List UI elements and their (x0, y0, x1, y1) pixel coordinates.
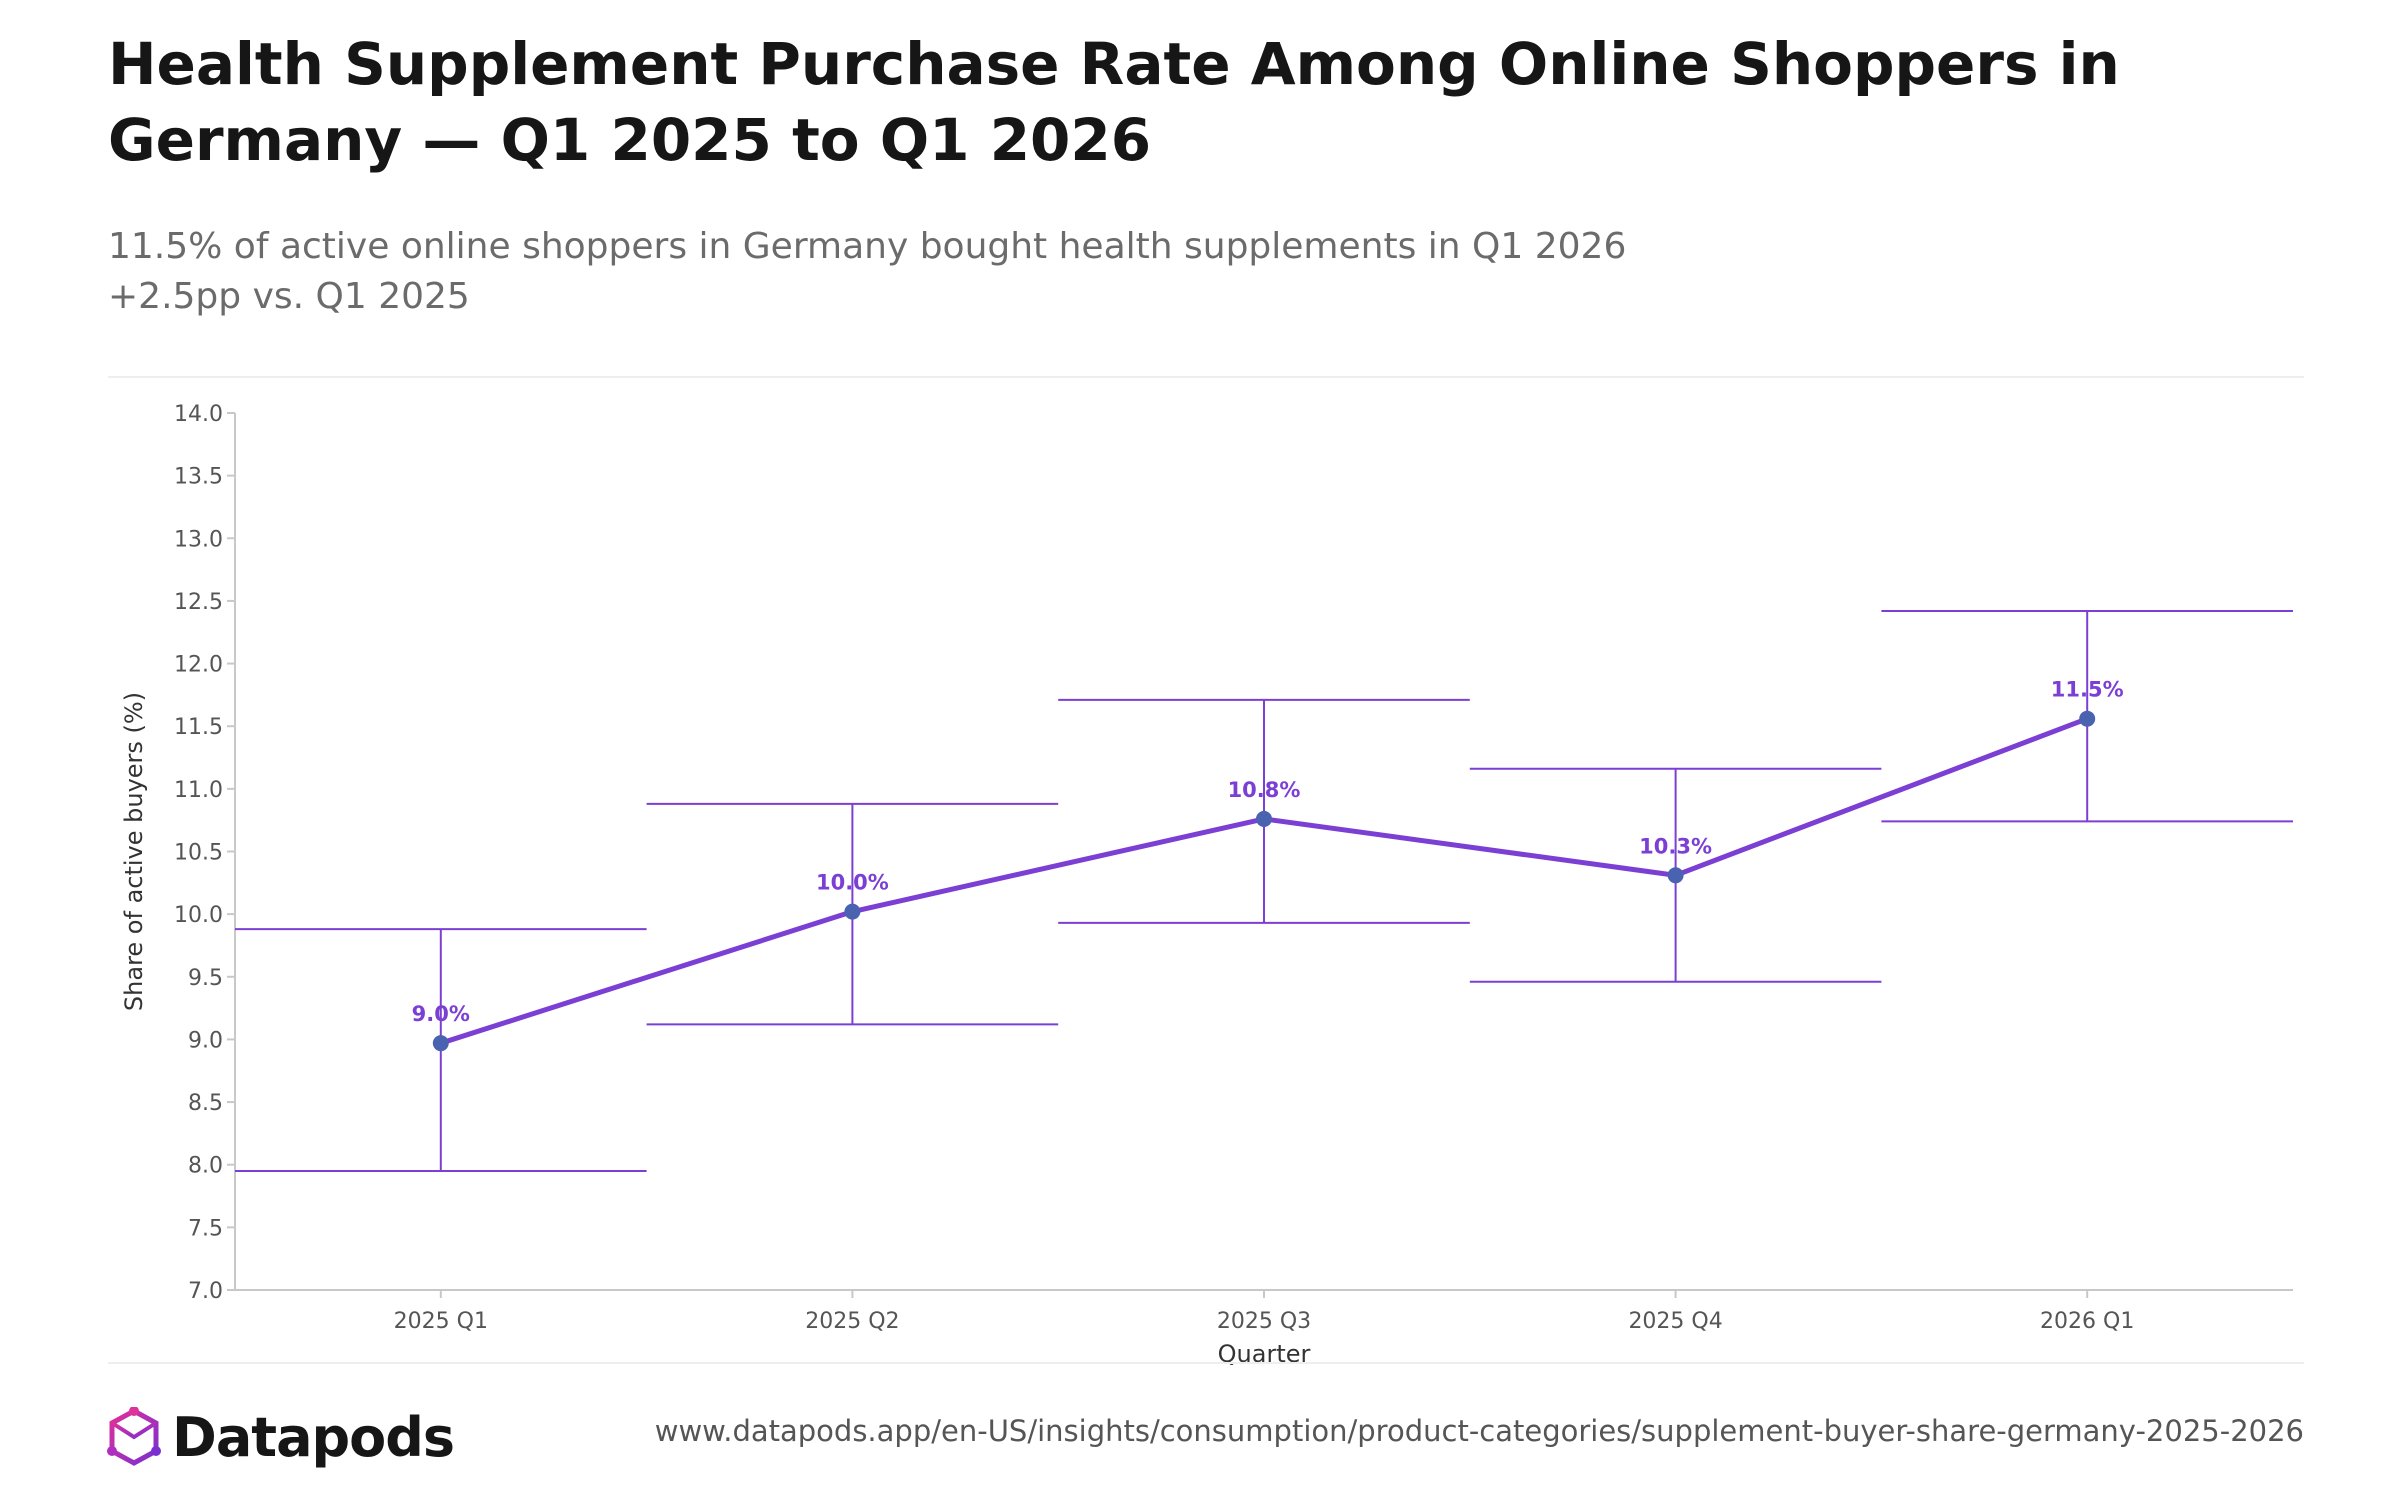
y-tick-label: 14.0 (174, 402, 223, 427)
y-tick-label: 7.0 (188, 1279, 223, 1304)
chart-subtitle: 11.5% of active online shoppers in Germa… (108, 226, 1627, 317)
y-tick-label: 10.5 (174, 841, 223, 866)
y-axis-title: Share of active buyers (%) (120, 692, 148, 1011)
y-tick-label: 11.0 (174, 778, 223, 803)
data-label: 11.5% (2051, 678, 2124, 702)
line-chart: 7.0 7.5 8.0 8.5 9.0 9.5 10.0 10.5 11.0 11.5 12.0 12… (120, 402, 2293, 1368)
top-divider (108, 376, 2304, 378)
brand-name: Datapods (172, 1405, 455, 1469)
data-point (2079, 710, 2096, 727)
x-tick-label: 2025 Q2 (805, 1309, 899, 1334)
data-point (432, 1035, 449, 1052)
y-tick-label: 9.0 (188, 1028, 223, 1053)
x-tick-label: 2025 Q1 (394, 1309, 488, 1334)
y-tick-label: 9.5 (188, 966, 223, 991)
y-tick-label: 10.0 (174, 903, 223, 928)
data-label: 10.8% (1228, 778, 1301, 802)
y-tick-label: 8.0 (188, 1154, 223, 1179)
y-tick-label: 12.0 (174, 653, 223, 678)
bottom-divider (108, 1362, 2304, 1364)
chart-title: Health Supplement Purchase Rate Among On… (108, 30, 2120, 174)
source-url: www.datapods.app/en-US/insights/consumpt… (654, 1414, 2304, 1448)
y-tick-label: 11.5 (174, 715, 223, 740)
x-tick-label: 2025 Q4 (1628, 1309, 1722, 1334)
data-label: 10.0% (816, 871, 889, 895)
brand-logo: Datapods (106, 1404, 455, 1470)
x-tick-label: 2025 Q3 (1217, 1309, 1311, 1334)
datapods-logo-icon (107, 1407, 161, 1466)
y-tick-label: 13.0 (174, 527, 223, 552)
x-tick-label: 2026 Q1 (2040, 1309, 2134, 1334)
y-tick-label: 7.5 (188, 1216, 223, 1241)
data-label: 10.3% (1639, 834, 1712, 858)
data-point (1256, 810, 1272, 827)
y-tick-label: 13.5 (174, 465, 223, 490)
y-tick-label: 12.5 (174, 590, 223, 615)
data-point (1667, 867, 1684, 884)
data-point (844, 903, 861, 920)
data-label: 9.0% (412, 1002, 470, 1026)
y-tick-label: 8.5 (188, 1091, 223, 1116)
